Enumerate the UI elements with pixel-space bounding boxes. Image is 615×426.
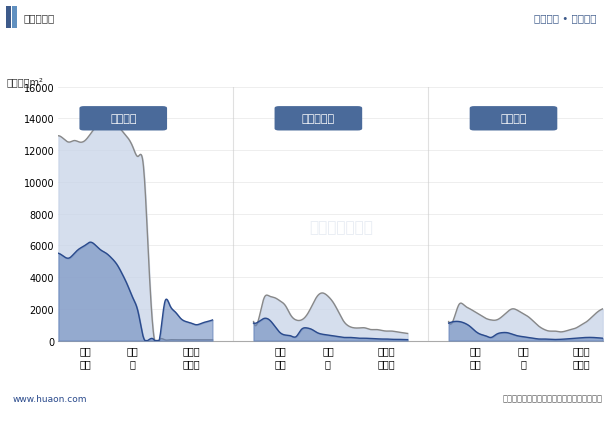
Text: 专业严谨 • 客观科学: 专业严谨 • 客观科学 — [534, 13, 597, 23]
Text: 单位：万m²: 单位：万m² — [6, 77, 43, 87]
Text: www.huaon.com: www.huaon.com — [12, 394, 87, 403]
FancyBboxPatch shape — [470, 107, 557, 131]
Text: 数据来源：国家统计局，华经产业研究院整理: 数据来源：国家统计局，华经产业研究院整理 — [502, 394, 603, 403]
Text: 华经产业研究院: 华经产业研究院 — [309, 219, 373, 234]
FancyBboxPatch shape — [79, 107, 167, 131]
Text: 新开工面积: 新开工面积 — [302, 114, 335, 124]
Bar — [12, 7, 17, 29]
Text: 华经情报网: 华经情报网 — [23, 13, 55, 23]
Text: 施工面积: 施工面积 — [110, 114, 137, 124]
FancyBboxPatch shape — [274, 107, 362, 131]
Text: 竣工面积: 竣工面积 — [500, 114, 526, 124]
Bar — [6, 7, 11, 29]
Text: 2016-2024年1-7月北京市房地产施工面积情况: 2016-2024年1-7月北京市房地产施工面积情况 — [173, 44, 442, 62]
